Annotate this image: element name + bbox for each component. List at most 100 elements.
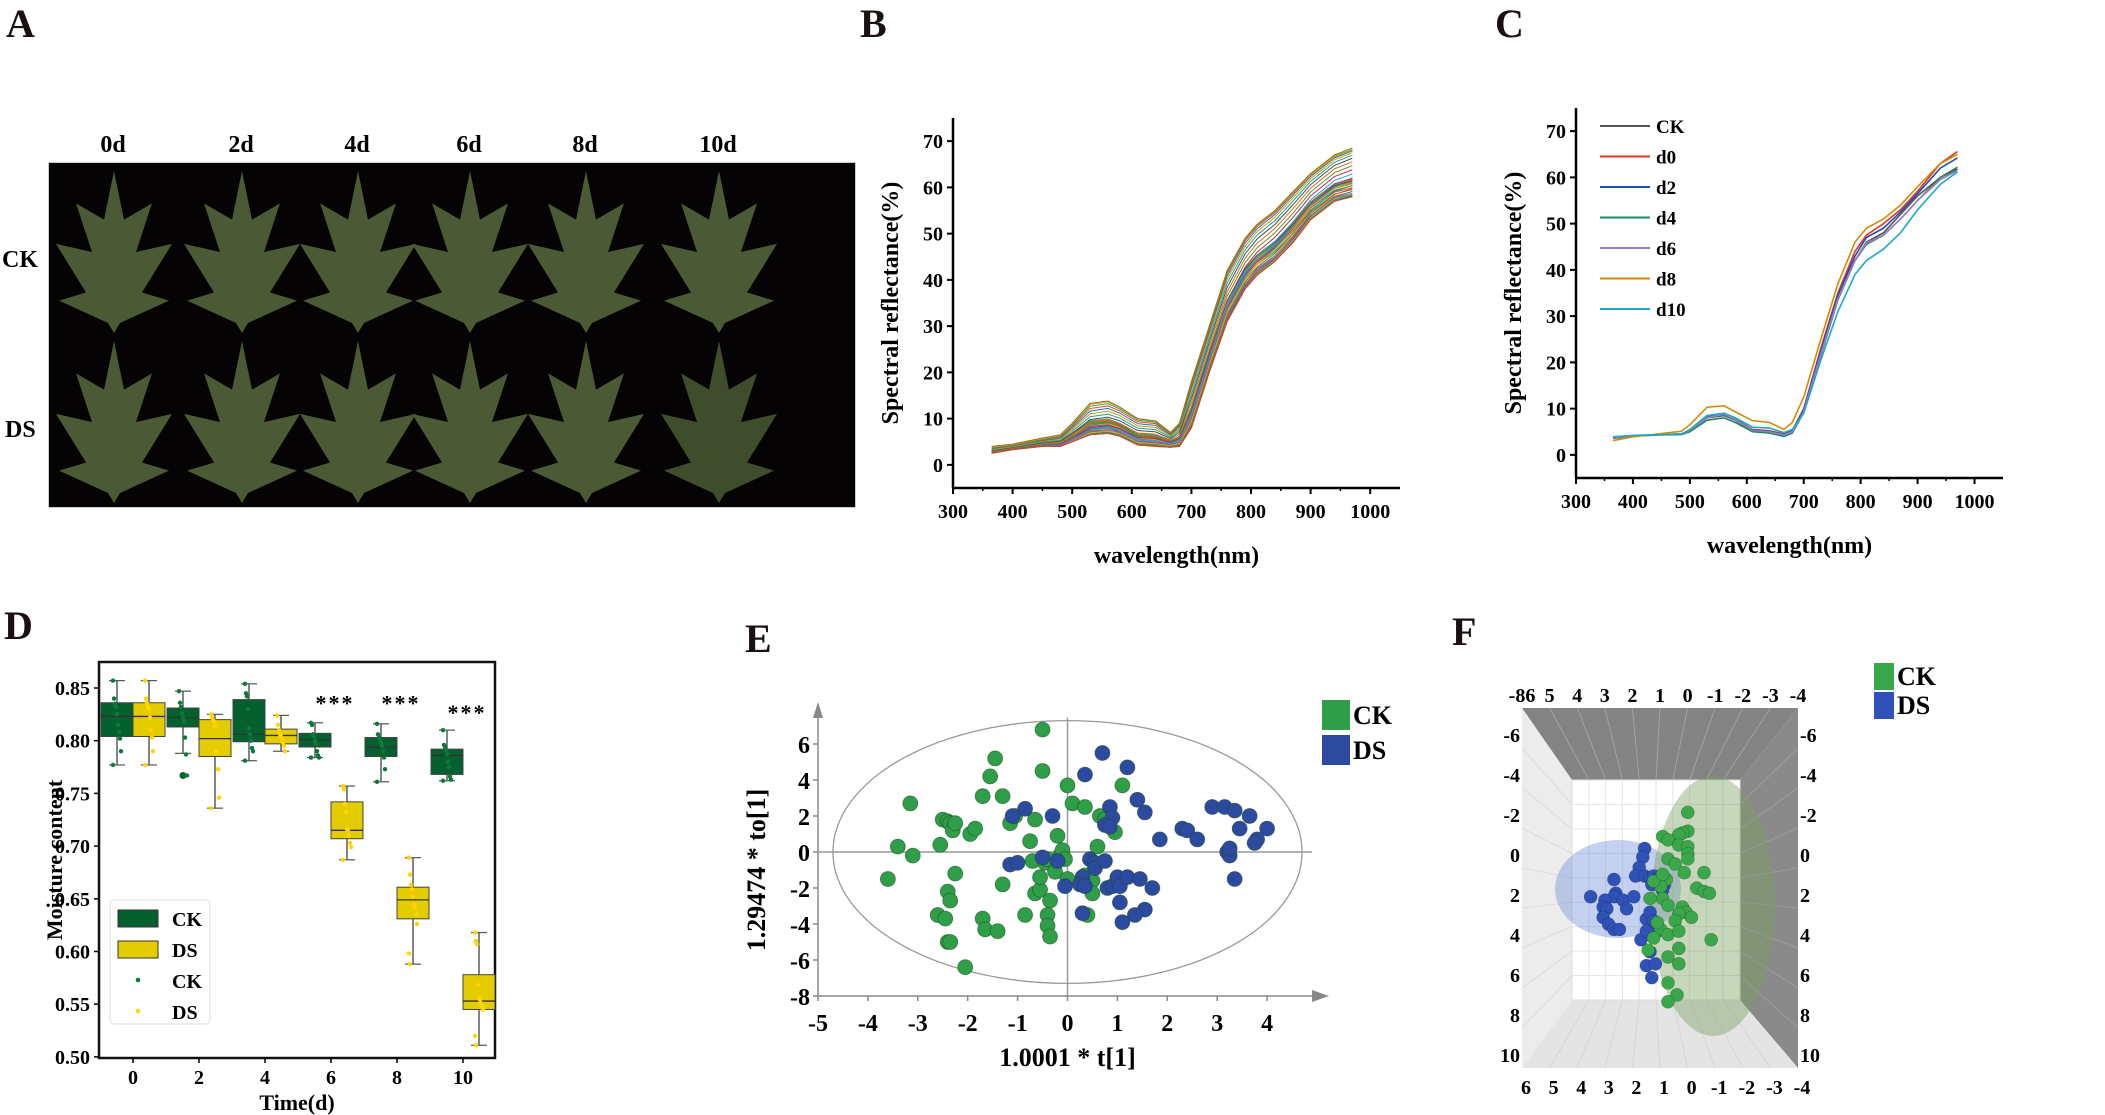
- data-point-DS: [214, 750, 220, 755]
- x-tick-label: 4: [1261, 1011, 1273, 1037]
- right-y-tick-label: 6: [1800, 965, 1810, 987]
- score-sphere-CK: [1661, 975, 1675, 990]
- legend-label: DS: [172, 1002, 198, 1024]
- y-tick-label: 20: [923, 362, 943, 384]
- grid-line: [1739, 926, 1799, 949]
- grid-line: [1521, 787, 1573, 830]
- legend-label-d8: d8: [1656, 270, 1676, 291]
- data-point-DS: [215, 766, 221, 772]
- score-sphere-CK: [1646, 874, 1661, 889]
- left-y-tick-label: 8: [1510, 1005, 1520, 1027]
- column-label: 2d: [228, 132, 254, 158]
- x-tick-label: 700: [1789, 491, 1819, 513]
- leaf-photo: [48, 162, 856, 508]
- score-sphere-CK: [1655, 867, 1670, 882]
- data-point-DS: [406, 951, 412, 956]
- legend-label-DS: DS: [1897, 691, 1930, 720]
- data-point-DS: [406, 855, 412, 860]
- data-point-DS: [212, 723, 218, 729]
- score-sphere-CK: [1668, 857, 1683, 871]
- grid-line: [1672, 999, 1688, 1069]
- column-label: 8d: [572, 132, 598, 158]
- data-point-DS: [282, 749, 288, 754]
- score-sphere-DS: [1648, 957, 1663, 971]
- score-sphere-CK: [1661, 898, 1675, 913]
- spectrum-line: [991, 165, 1353, 453]
- grid-line: [1706, 707, 1744, 781]
- y-tick-label: 0.50: [55, 1047, 90, 1069]
- score-point-DS: [1094, 745, 1111, 761]
- right-y-tick-label: 0: [1800, 845, 1810, 867]
- top-x-tick-label: 3: [1600, 685, 1610, 707]
- y-tick-label: 10: [1546, 399, 1566, 421]
- score-point-CK: [904, 847, 921, 864]
- y-axis-title: Spectral reflectance(%): [878, 182, 904, 425]
- data-point-DS: [345, 828, 351, 833]
- left-y-tick-label: 2: [1510, 885, 1520, 907]
- top-x-tick-label: -1: [1707, 685, 1724, 707]
- legend-swatch-point: [135, 1008, 141, 1014]
- y-tick-label: -2: [790, 877, 810, 903]
- data-point-CK: [176, 688, 182, 694]
- data-point-CK: [245, 706, 251, 712]
- data-point-CK: [443, 747, 449, 753]
- score-point-DS: [1241, 808, 1258, 824]
- y-tick-label: 30: [1546, 306, 1566, 328]
- y-tick-label: 0.85: [55, 678, 90, 700]
- grid-line: [1706, 999, 1744, 1069]
- panel-letter-f: F: [1452, 609, 1477, 654]
- chart-e-opls-da-score: -5 -4 -3 -2 -1 0 1 2 3 4 -8 -6 -4 -2 0 2 4 6 1.0001 * t[1]…: [742, 700, 1393, 1072]
- row-label: DS: [5, 417, 36, 443]
- score-point-CK: [1022, 833, 1038, 850]
- score-point-DS: [1111, 894, 1128, 911]
- x-axis-title: Time(d): [259, 1090, 334, 1115]
- legend-swatch-box: [117, 940, 159, 959]
- leaf-shape: [300, 171, 416, 333]
- grid-line: [1689, 707, 1716, 781]
- grid-line: [1521, 950, 1573, 989]
- grid-line: [1739, 867, 1799, 879]
- data-point-CK: [382, 766, 388, 772]
- x-tick-label: 800: [1846, 491, 1876, 513]
- score-sphere-CK: [1643, 891, 1657, 906]
- data-point-DS: [342, 801, 348, 807]
- score-point-DS: [1226, 802, 1243, 819]
- left-y-tick-label: 10: [1500, 1045, 1520, 1067]
- hotelling-ellipse: [832, 719, 1303, 985]
- score-sphere-CK: [1661, 833, 1675, 847]
- plot-frame: [97, 660, 497, 1060]
- data-point-CK: [440, 727, 446, 733]
- bottom-x-tick-label: 2: [1631, 1077, 1641, 1099]
- box-DS: [396, 886, 430, 920]
- leaf-shape: [528, 171, 644, 333]
- score-sphere-DS: [1619, 901, 1634, 916]
- legend-label-d4: d4: [1656, 209, 1677, 230]
- score-point-CK: [942, 892, 959, 909]
- legend-swatch-CK: [1874, 663, 1894, 690]
- legend-swatch-box: [117, 909, 159, 928]
- data-point-CK: [183, 752, 189, 757]
- grid-line: [1604, 999, 1623, 1069]
- data-point-CK: [182, 735, 188, 740]
- score-point-DS: [1129, 791, 1146, 808]
- y-tick-label: 6: [798, 733, 810, 759]
- score-point-DS: [1074, 905, 1091, 922]
- left-y-tick-label: -2: [1503, 805, 1520, 827]
- left-y-tick-label: 0: [1510, 845, 1520, 867]
- top-x-tick-label: -4: [1790, 685, 1807, 707]
- series-line-d10: [1612, 171, 1958, 438]
- score-sphere-CK: [1646, 931, 1661, 945]
- spectrum-line: [991, 177, 1353, 454]
- x-tick-label: 2: [1161, 1011, 1173, 1037]
- y-axis-title: Moisture content: [42, 779, 67, 940]
- x-tick-label: -1: [1008, 1011, 1028, 1037]
- data-point-DS: [348, 844, 354, 850]
- data-point-DS: [150, 749, 156, 754]
- y-tick-label: 60: [1546, 167, 1566, 189]
- score-point-CK: [902, 795, 919, 812]
- score-point-DS: [1259, 820, 1275, 837]
- data-point-DS: [347, 840, 353, 846]
- data-point-CK: [114, 712, 120, 717]
- y-tick-label: 70: [923, 131, 943, 153]
- panel-letter-c: C: [1495, 1, 1524, 46]
